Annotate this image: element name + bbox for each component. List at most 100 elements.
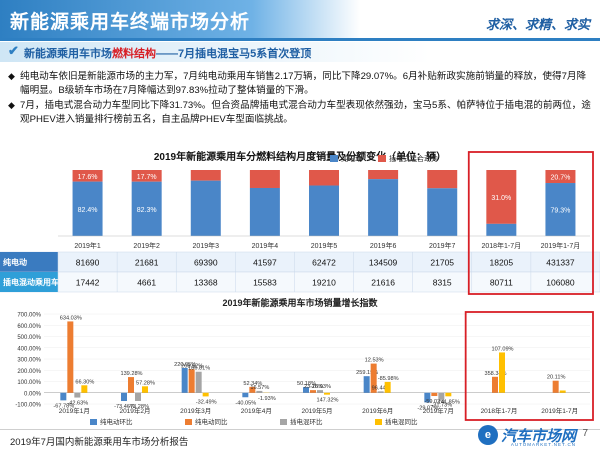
growth-data-label: 208.52%	[181, 363, 203, 369]
growth-chart-title: 2019年新能源乘用车市场销量增长指数	[222, 297, 378, 308]
table-cell: 80711	[490, 278, 513, 288]
share-category-label: 2019年1	[74, 241, 101, 250]
growth-bar	[256, 390, 263, 393]
share-category-label: 2019年1-7月	[541, 241, 581, 250]
growth-bar	[202, 392, 209, 397]
growth-data-label: -16.93%	[310, 384, 331, 390]
table-cell: 19210	[312, 278, 336, 288]
share-bar-phev	[72, 170, 103, 182]
growth-bar	[74, 392, 81, 398]
growth-data-label: 16.57%	[250, 385, 269, 391]
growth-bar	[377, 391, 384, 393]
growth-bar	[121, 392, 127, 402]
footer-report: 2019年7月国内新能源乘用车市场分析报告	[10, 437, 189, 448]
growth-bar	[499, 352, 505, 393]
header: 新能源乘用车终端市场分析 求深、求精、求实	[0, 0, 600, 44]
subtitle: 新能源乘用车市场燃料结构——7月插电混宝马5系首次登顶	[24, 45, 311, 61]
growth-category-label: 2019年6月	[362, 406, 393, 415]
y-tick-label: 700.00%	[17, 313, 41, 319]
y-tick-label: 600.00%	[17, 324, 41, 330]
growth-category-label: 2018年1-7月	[481, 406, 518, 415]
share-bar-ev	[368, 179, 399, 236]
check-icon: ✔	[8, 43, 19, 58]
growth-bar	[424, 392, 431, 403]
growth-legend-swatch	[90, 419, 97, 425]
growth-legend-label: 插电混同比	[385, 417, 418, 426]
y-tick-label: -100.00%	[15, 403, 41, 409]
bullet-text: 纯电动车依旧是新能源市场的主力军，7月纯电动乘用车销售2.17万辆，同比下降29…	[20, 71, 587, 96]
growth-bar	[310, 390, 316, 393]
share-category-label: 2019年5	[311, 241, 338, 250]
y-tick-label: 200.00%	[17, 369, 41, 375]
highlight-box-bottom	[464, 311, 594, 421]
growth-bar	[249, 386, 256, 393]
subtitle-band	[0, 42, 430, 62]
table-row-header	[0, 272, 58, 292]
growth-bar	[559, 390, 566, 393]
growth-data-label: -42.63%	[67, 401, 88, 407]
table-cell: 81690	[76, 258, 100, 268]
growth-bar	[384, 381, 391, 393]
diamond-icon: ◆	[8, 71, 15, 81]
share-label-phev: 17.7%	[137, 174, 157, 181]
legend-label-ev: 纯电动	[341, 154, 362, 163]
table-cell: 106080	[546, 278, 575, 288]
table-cell: 431337	[546, 258, 575, 268]
y-tick-label: 400.00%	[17, 346, 41, 352]
share-category-label: 2019年4	[252, 241, 279, 250]
growth-data-label: 50.18%	[297, 381, 316, 387]
growth-data-label: 139.28%	[120, 371, 142, 377]
growth-bar	[324, 392, 330, 395]
growth-category-label: 2019年1-7月	[541, 406, 578, 415]
growth-data-label: 358.34%	[484, 371, 506, 377]
growth-bar	[303, 387, 309, 393]
growth-data-label: -40.05%	[235, 400, 256, 406]
table-row	[0, 271, 600, 293]
share-bar-phev	[249, 170, 280, 188]
growth-bar	[552, 380, 559, 393]
share-bar-ev	[72, 181, 103, 236]
share-bar-phev	[545, 170, 576, 184]
share-bar-phev	[131, 170, 162, 182]
growth-data-label: 66.30%	[75, 379, 94, 385]
table-cell: 4661	[137, 278, 156, 288]
table-cell: 21681	[135, 258, 159, 268]
share-bar-phev	[486, 170, 517, 224]
subtitle-highlight: 燃料结构	[112, 48, 156, 60]
growth-legend-label: 纯电动环比	[100, 417, 133, 426]
growth-bar	[67, 321, 74, 393]
title-band	[0, 0, 360, 38]
share-category-label: 2019年7	[429, 241, 456, 250]
growth-category-label: 2019年5月	[301, 406, 332, 415]
footer-divider	[0, 429, 600, 430]
growth-bar	[242, 392, 249, 398]
growth-bar	[370, 363, 377, 393]
growth-bar	[142, 386, 148, 393]
table-cell: 21616	[371, 278, 395, 288]
brand-icon: e	[477, 425, 498, 445]
growth-bar	[128, 377, 134, 393]
y-tick-label: 100.00%	[17, 380, 41, 386]
y-tick-label: 0.00%	[24, 391, 42, 397]
share-bar-ev	[131, 181, 162, 236]
y-tick-label: 300.00%	[17, 358, 41, 364]
bullet-list: ◆ 纯电动车依旧是新能源市场的主力军，7月纯电动乘用车销售2.17万辆，同比下降…	[8, 70, 593, 128]
growth-bar	[135, 392, 141, 401]
share-category-label: 2019年2	[133, 241, 160, 250]
share-category-label: 2018年1-7月	[481, 241, 521, 250]
share-category-label: 2019年3	[193, 241, 220, 250]
growth-category-label: 2019年4月	[241, 406, 272, 415]
brand-logo: e 汽车市场网	[477, 424, 576, 446]
growth-bar	[363, 376, 370, 393]
growth-data-label: 20.11%	[547, 375, 566, 381]
growth-bar	[188, 369, 195, 393]
share-label-ev: 82.3%	[137, 207, 157, 214]
share-label-phev: 20.7%	[551, 175, 571, 182]
table-cell: 62472	[312, 258, 336, 268]
growth-data-label: 52.34%	[243, 381, 262, 387]
share-category-label: 2019年6	[370, 241, 397, 250]
table-cell: 21705	[430, 258, 454, 268]
table-row-label: 插电混动乘用车	[3, 277, 59, 287]
growth-data-label: 186.81%	[188, 366, 210, 372]
